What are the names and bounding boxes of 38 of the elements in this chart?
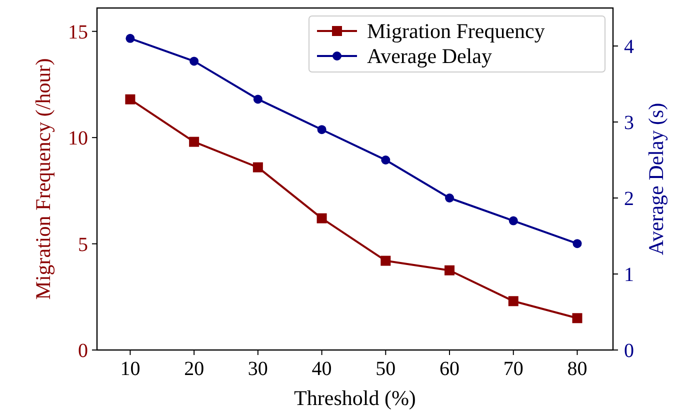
- point: [381, 156, 390, 164]
- legend-label: Migration Frequency: [367, 19, 546, 43]
- point: [253, 94, 262, 104]
- x-tick-label: 70: [503, 358, 524, 380]
- point: [125, 94, 136, 104]
- point: [252, 162, 263, 172]
- point: [572, 313, 582, 324]
- x-tick-label: 50: [376, 358, 396, 380]
- point: [189, 136, 200, 147]
- point: [572, 239, 582, 248]
- x-tick-label: 20: [184, 358, 204, 380]
- x-tick-label: 60: [440, 358, 460, 380]
- point: [380, 256, 391, 266]
- x-tick-label: 30: [248, 358, 268, 380]
- y2-tick-label: 0: [624, 340, 634, 362]
- y-tick-label: 10: [68, 128, 88, 150]
- y-tick-label: 15: [68, 21, 88, 44]
- point: [316, 213, 327, 224]
- y2-tick-label: 2: [624, 188, 634, 210]
- x-tick-label: 10: [120, 358, 140, 380]
- point: [126, 34, 135, 43]
- y-tick-label: 5: [78, 234, 88, 256]
- y2-tick-label: 4: [624, 36, 634, 58]
- y-tick-label: 0: [78, 340, 88, 362]
- point: [317, 125, 326, 134]
- y2-axis-title: Average Delay (s): [644, 102, 668, 256]
- x-tick-label: 80: [567, 358, 588, 380]
- point: [190, 56, 199, 66]
- legend-label: Average Delay: [367, 44, 492, 68]
- x-axis-title: Threshold (%): [294, 386, 416, 410]
- point: [508, 296, 518, 306]
- x-tick-label: 40: [312, 358, 332, 380]
- point: [445, 194, 454, 202]
- point: [508, 216, 518, 226]
- point: [444, 265, 455, 276]
- y-axis-title: Migration Frequency (/hour): [31, 58, 55, 300]
- y2-tick-label: 3: [624, 112, 634, 134]
- y2-tick-label: 1: [624, 264, 634, 286]
